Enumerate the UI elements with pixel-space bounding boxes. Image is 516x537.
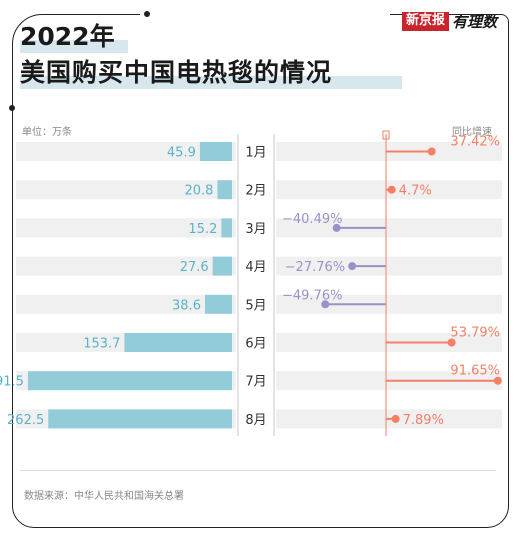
growth-value-label: 4.7%	[399, 184, 432, 199]
volume-bar	[221, 218, 232, 238]
source-note: 数据来源：中华人民共和国海关总署	[24, 491, 184, 502]
growth-header: 同比增速	[452, 127, 492, 138]
growth-value-label: 91.65%	[450, 364, 500, 379]
month-label: 5月	[245, 298, 266, 313]
growth-dot	[447, 338, 456, 347]
month-label: 8月	[245, 413, 266, 428]
growth-value-label: −27.76%	[285, 260, 345, 275]
row-bg-left	[16, 294, 236, 314]
month-label: 2月	[245, 184, 266, 199]
volume-value-label: 45.9	[167, 146, 196, 161]
row-bg-left	[16, 218, 236, 238]
growth-value-label: 37.42%	[450, 135, 500, 150]
volume-value-label: 291.5	[0, 375, 24, 390]
growth-dot	[427, 147, 436, 156]
growth-value-label: 53.79%	[450, 326, 500, 341]
row-bg-right	[276, 256, 502, 276]
month-label: 6月	[245, 337, 266, 352]
growth-value-label: 7.89%	[403, 413, 444, 428]
month-label: 1月	[245, 146, 266, 161]
brand-script: 有理数	[452, 13, 498, 31]
growth-dot	[493, 376, 502, 385]
growth-dot	[332, 223, 341, 232]
unit-label: 单位：万条	[22, 127, 72, 138]
footer-divider	[20, 470, 496, 471]
volume-value-label: 38.6	[172, 298, 201, 313]
volume-bar	[217, 180, 232, 200]
volume-bar	[212, 256, 232, 276]
volume-value-label: 262.5	[7, 413, 44, 428]
volume-value-label: 15.2	[188, 222, 217, 237]
brand-box: 新京报	[402, 12, 450, 31]
row-bg-left	[16, 180, 236, 200]
row-bg-left	[16, 142, 236, 161]
month-label: 3月	[245, 222, 266, 237]
growth-dot	[348, 262, 357, 271]
volume-bar	[48, 409, 232, 429]
frame-dot-left	[9, 105, 15, 111]
title-highlight-2	[20, 76, 402, 89]
row-bg-right	[276, 294, 502, 314]
month-label: 7月	[245, 375, 266, 390]
page-title: 美国购买中国电热毯的情况	[20, 58, 333, 87]
month-label: 4月	[245, 260, 266, 275]
brand-logo: 新京报 有理数	[402, 11, 497, 32]
growth-value-label: −40.49%	[282, 212, 342, 227]
growth-dot	[391, 414, 400, 423]
growth-value-label: −49.76%	[282, 288, 342, 303]
volume-bar	[204, 294, 232, 314]
volume-value-label: 27.6	[180, 260, 209, 275]
growth-dot	[321, 300, 330, 309]
growth-zero-marker	[382, 130, 390, 140]
row-bg-right	[276, 218, 502, 238]
row-bg-left	[16, 256, 236, 276]
volume-bar	[124, 333, 232, 352]
volume-value-label: 153.7	[83, 337, 120, 352]
frame-gap	[140, 6, 390, 18]
title-highlight-1	[20, 40, 128, 53]
volume-bar	[199, 142, 232, 161]
frame-dot-top	[144, 11, 150, 17]
page-title-year: 2022年	[20, 22, 115, 51]
volume-value-label: 20.8	[184, 184, 213, 199]
volume-bar	[27, 371, 233, 391]
growth-dot	[387, 185, 396, 194]
